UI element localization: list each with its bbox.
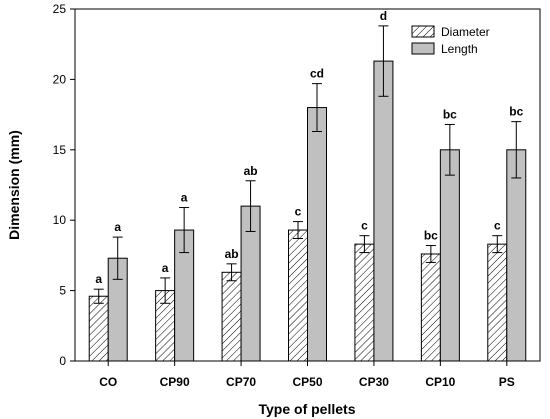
significance-label: ab — [225, 247, 239, 261]
significance-label: a — [114, 220, 121, 234]
x-axis-title: Type of pellets — [259, 401, 356, 417]
significance-label: c — [494, 219, 501, 233]
significance-label: ab — [244, 164, 258, 178]
x-tick-label: PS — [499, 375, 515, 389]
bar-diameter — [487, 243, 508, 362]
legend-swatch-length — [411, 42, 435, 55]
significance-label: c — [361, 219, 368, 233]
significance-label: bc — [509, 105, 523, 119]
bar-diameter — [88, 295, 109, 362]
bar-length — [373, 60, 394, 362]
bar-diameter — [354, 243, 375, 362]
legend-swatch-diameter — [411, 25, 435, 38]
bar-diameter — [221, 271, 242, 362]
x-tick-label: CO — [99, 375, 117, 389]
legend: Diameter Length — [411, 25, 490, 56]
bar-length — [307, 107, 327, 362]
significance-label: a — [95, 272, 102, 286]
y-tick-label: 10 — [53, 213, 67, 227]
bar-length — [506, 149, 527, 362]
y-axis-title: Dimension (mm) — [6, 130, 22, 240]
y-axis: 0 5 10 15 20 25 — [53, 2, 75, 368]
x-tick-label: CP10 — [425, 375, 455, 389]
legend-label-diameter: Diameter — [441, 25, 490, 39]
bar-diameter — [420, 253, 441, 362]
bars-group: a a ab c c bc c a a ab cd d bc bc — [88, 9, 527, 362]
significance-label: cd — [310, 67, 324, 81]
significance-label: c — [295, 205, 302, 219]
significance-label: bc — [443, 107, 457, 121]
x-axis: CO CP90 CP70 CP50 CP30 CP10 PS — [99, 361, 515, 389]
significance-label: a — [181, 191, 188, 205]
bar-diameter — [288, 229, 308, 362]
x-tick-label: CP50 — [292, 375, 322, 389]
x-tick-label: CP70 — [226, 375, 256, 389]
y-tick-label: 25 — [53, 2, 67, 16]
y-tick-label: 15 — [53, 143, 67, 157]
x-tick-label: CP90 — [160, 375, 190, 389]
y-tick-label: 20 — [53, 72, 67, 86]
significance-label: bc — [424, 229, 438, 243]
bar-length — [439, 149, 460, 362]
y-tick-label: 5 — [59, 284, 66, 298]
significance-label: d — [380, 9, 387, 23]
legend-label-length: Length — [441, 42, 478, 56]
y-tick-label: 0 — [59, 354, 66, 368]
significance-label: a — [162, 261, 169, 275]
x-tick-label: CP30 — [359, 375, 389, 389]
